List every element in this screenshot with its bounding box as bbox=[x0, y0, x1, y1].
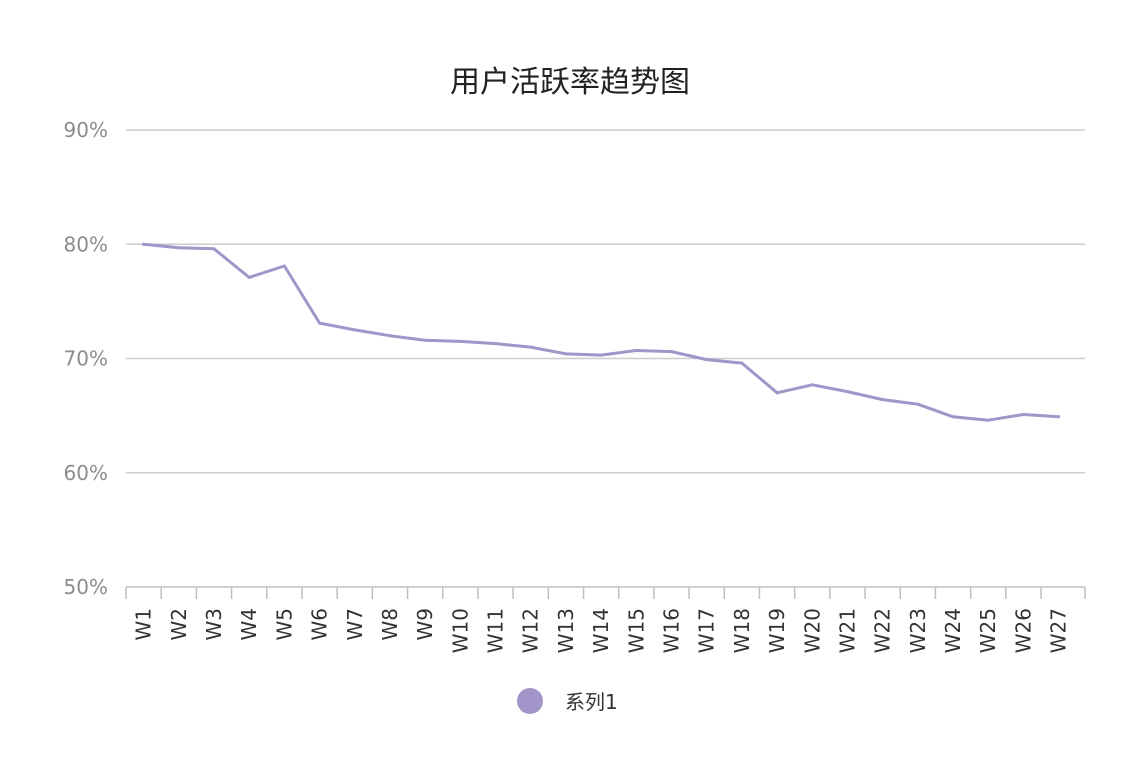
legend-label-series-1[interactable]: 系列1 bbox=[565, 690, 618, 714]
x-tick-label: W19 bbox=[765, 608, 789, 653]
x-tick-label: W18 bbox=[730, 608, 754, 653]
x-tick-label: W2 bbox=[167, 608, 191, 641]
data-point[interactable] bbox=[494, 342, 498, 346]
chart-title: 用户活跃率趋势图 bbox=[450, 65, 690, 100]
y-tick-label: 60% bbox=[64, 461, 108, 485]
y-tick-label: 90% bbox=[64, 118, 108, 142]
x-tick-label: W7 bbox=[343, 608, 367, 641]
x-tick-label: W3 bbox=[202, 608, 226, 641]
x-tick-label: W20 bbox=[800, 608, 824, 653]
data-point[interactable] bbox=[212, 247, 216, 251]
x-tick-label: W21 bbox=[835, 608, 859, 653]
data-point[interactable] bbox=[599, 353, 603, 357]
grid-layer bbox=[126, 129, 1085, 474]
x-tick-label: W12 bbox=[519, 608, 543, 653]
x-tick-label: W22 bbox=[871, 608, 895, 653]
data-point[interactable] bbox=[142, 242, 146, 246]
x-tick-label: W4 bbox=[237, 608, 261, 641]
data-point[interactable] bbox=[951, 415, 955, 419]
data-point[interactable] bbox=[458, 339, 462, 343]
data-point[interactable] bbox=[634, 349, 638, 353]
data-point[interactable] bbox=[916, 402, 920, 406]
data-point[interactable] bbox=[810, 383, 814, 387]
x-tick-label: W25 bbox=[976, 608, 1000, 653]
data-point[interactable] bbox=[705, 358, 709, 362]
data-point[interactable] bbox=[388, 334, 392, 338]
data-point[interactable] bbox=[564, 352, 568, 356]
series-layer bbox=[142, 242, 1061, 422]
x-tick-label: W13 bbox=[554, 608, 578, 653]
x-tick-label: W14 bbox=[589, 608, 613, 653]
data-point[interactable] bbox=[529, 345, 533, 349]
x-tick-label: W5 bbox=[272, 608, 296, 641]
legend-marker-series-1[interactable] bbox=[517, 688, 543, 714]
data-point[interactable] bbox=[845, 390, 849, 394]
x-tick-label: W1 bbox=[132, 608, 156, 641]
x-tick-label: W27 bbox=[1047, 608, 1071, 653]
data-point[interactable] bbox=[247, 275, 251, 279]
data-point[interactable] bbox=[1021, 412, 1025, 416]
x-tick-label: W6 bbox=[308, 608, 332, 641]
data-point[interactable] bbox=[282, 264, 286, 268]
x-tick-label: W11 bbox=[484, 608, 508, 653]
y-tick-label: 70% bbox=[64, 347, 108, 371]
data-point[interactable] bbox=[177, 246, 181, 250]
series-line-1[interactable] bbox=[142, 242, 1061, 422]
data-point[interactable] bbox=[740, 361, 744, 365]
x-tick-label: W23 bbox=[906, 608, 930, 653]
data-point[interactable] bbox=[881, 398, 885, 402]
data-point[interactable] bbox=[669, 350, 673, 354]
y-tick-label: 50% bbox=[64, 575, 108, 599]
axis-layer: 50% 60% 70% 80% 90% W1 W2 W3 W4 W5 W6 W7 W8 W9 W10 W11 W… bbox=[64, 118, 1086, 653]
data-point[interactable] bbox=[775, 391, 779, 395]
data-point[interactable] bbox=[318, 321, 322, 325]
data-point[interactable] bbox=[353, 328, 357, 332]
x-tick-label: W16 bbox=[659, 608, 683, 653]
x-tick-label: W15 bbox=[624, 608, 648, 653]
data-point[interactable] bbox=[986, 418, 990, 422]
data-point[interactable] bbox=[423, 338, 427, 342]
y-tick-label: 80% bbox=[64, 232, 108, 256]
data-point[interactable] bbox=[1057, 415, 1061, 419]
x-tick-label: W8 bbox=[378, 608, 402, 641]
x-tick-label: W10 bbox=[448, 608, 472, 653]
x-tick-label: W24 bbox=[941, 608, 965, 653]
x-tick-label: W9 bbox=[413, 608, 437, 641]
x-tick-label: W26 bbox=[1011, 608, 1035, 653]
x-tick-label: W17 bbox=[695, 608, 719, 653]
legend[interactable]: 系列1 bbox=[517, 688, 618, 714]
